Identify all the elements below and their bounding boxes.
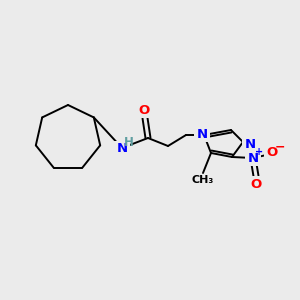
Text: +: +: [255, 147, 263, 157]
Text: O: O: [138, 103, 150, 116]
Text: N: N: [244, 137, 256, 151]
Text: CH₃: CH₃: [192, 175, 214, 185]
Text: H: H: [124, 136, 134, 148]
Text: O: O: [250, 178, 262, 190]
Text: N: N: [248, 152, 259, 164]
Text: O: O: [266, 146, 278, 160]
Text: N: N: [196, 128, 208, 140]
Text: −: −: [275, 140, 285, 154]
Text: N: N: [116, 142, 128, 155]
